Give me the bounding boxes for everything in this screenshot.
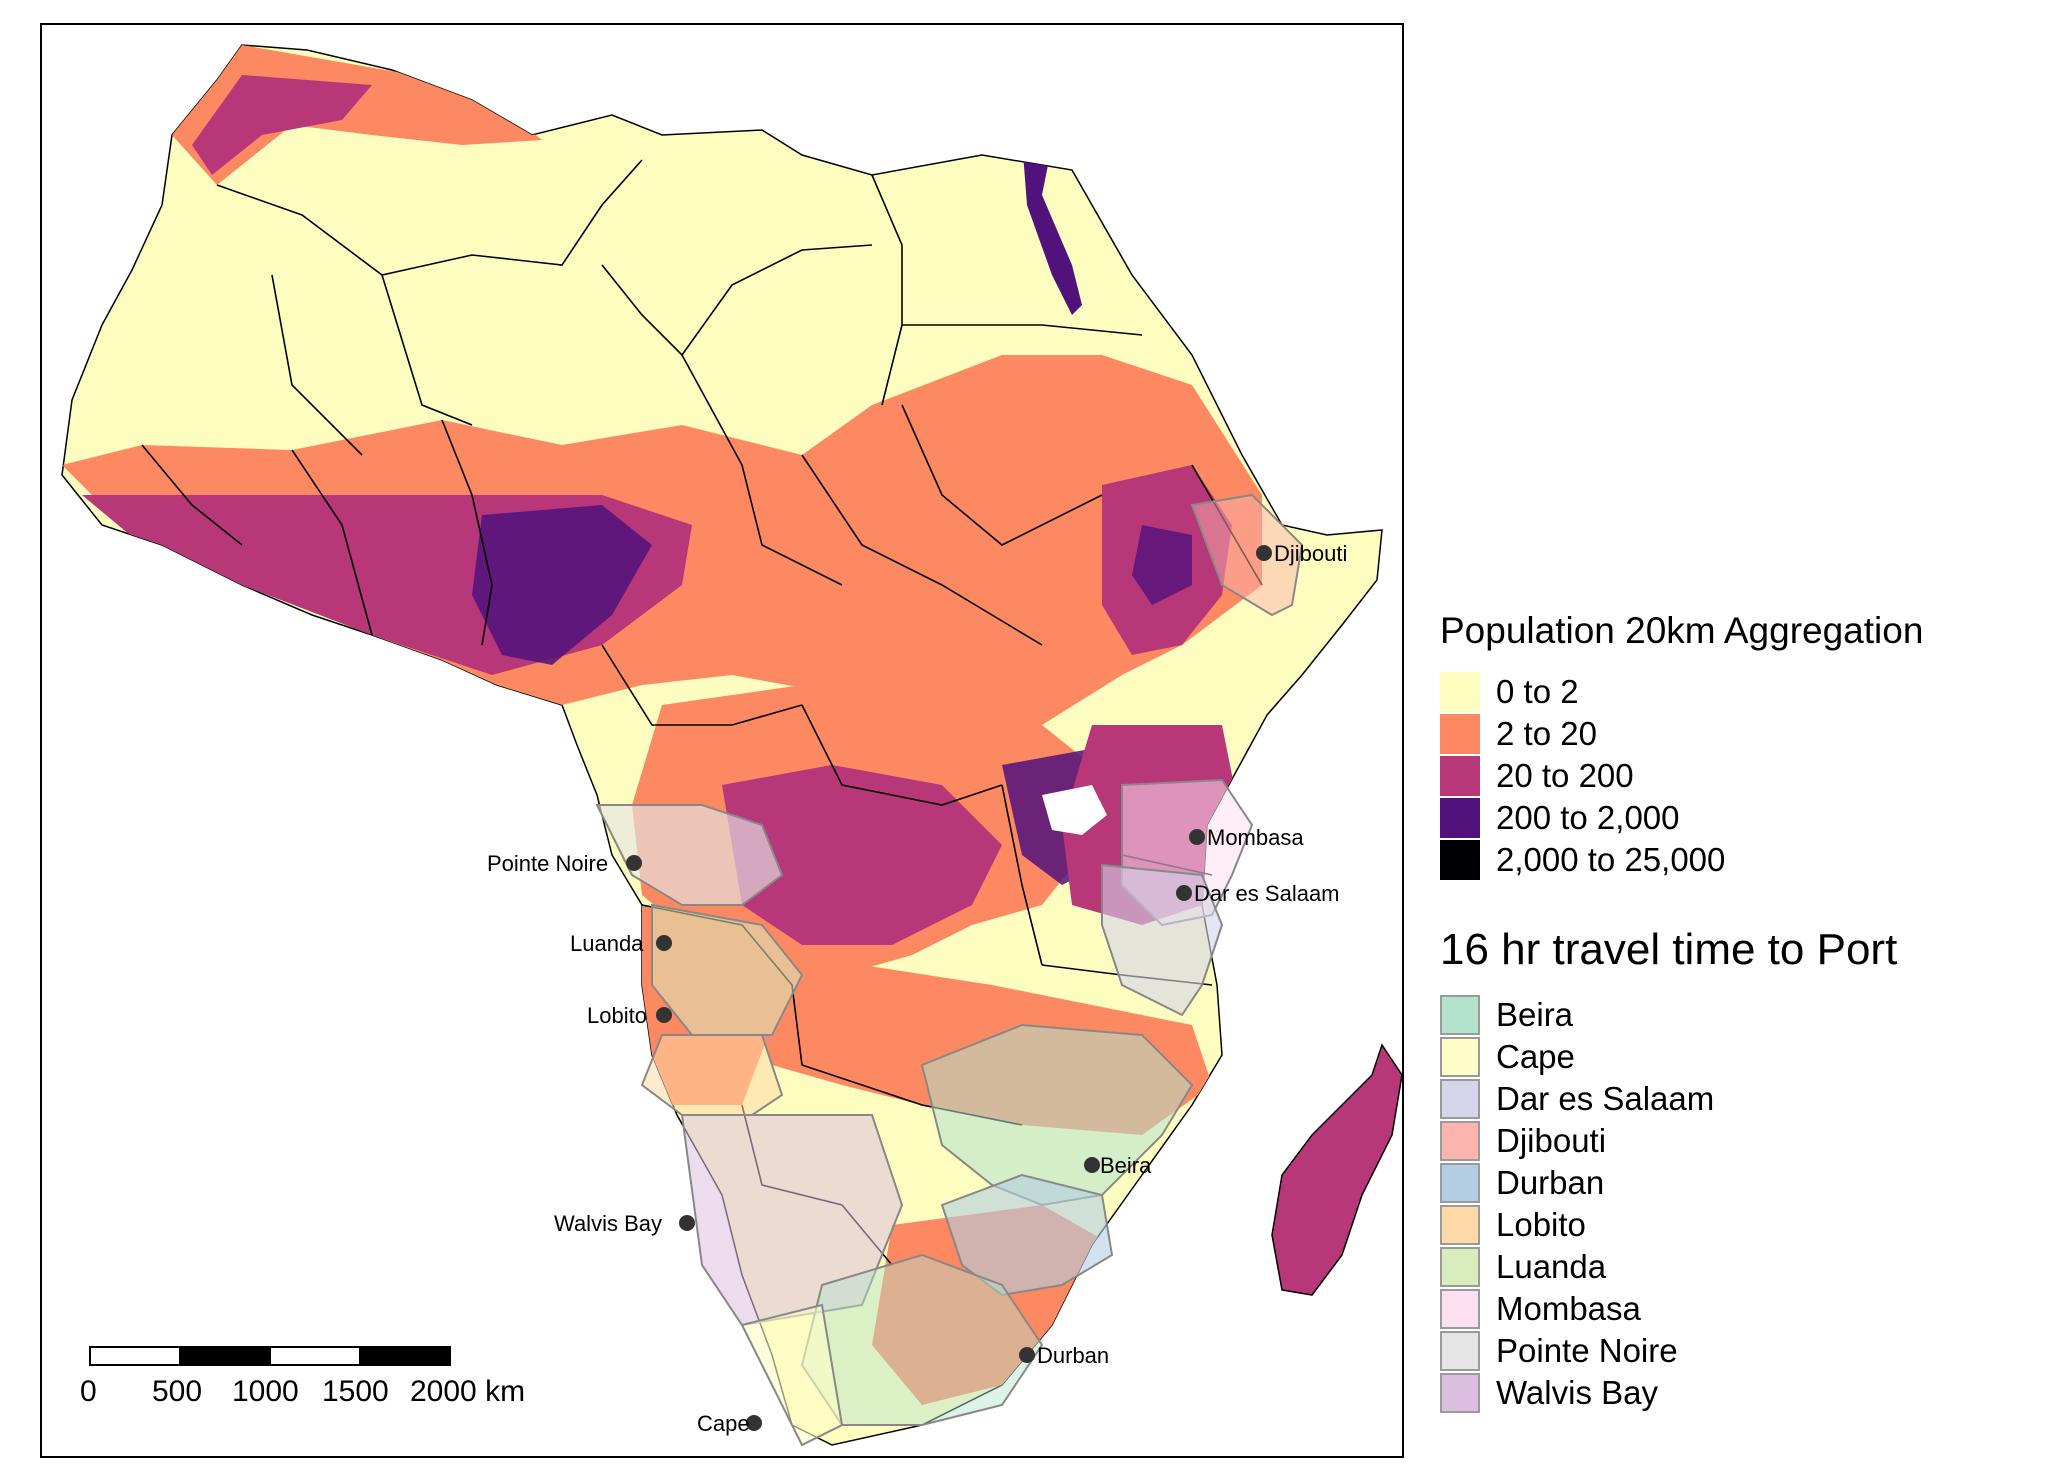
population-legend-item: 200 to 2,000 — [1440, 798, 1680, 838]
port-legend-item: Durban — [1440, 1163, 1604, 1203]
population-legend-label: 0 to 2 — [1496, 673, 1579, 710]
population-legend-label: 20 to 200 — [1496, 757, 1634, 794]
port-legend-label: Luanda — [1496, 1248, 1607, 1285]
port-legend-label: Pointe Noire — [1496, 1332, 1678, 1369]
port-label-mombasa: Mombasa — [1207, 825, 1304, 850]
catchment-durban — [940, 1173, 1114, 1297]
scale-tick-2000: 2000 km — [410, 1375, 525, 1408]
port-legend-title: 16 hr travel time to Port — [1440, 925, 1898, 974]
catchment-pointe-noire — [595, 804, 784, 906]
population-legend-title: Population 20km Aggregation — [1440, 610, 1924, 651]
port-legend-label: Djibouti — [1496, 1122, 1607, 1159]
population-legend-item: 2,000 to 25,000 — [1440, 840, 1725, 880]
port-label-djibouti: Djibouti — [1274, 541, 1347, 566]
scale-tick-1000: 1000 — [232, 1375, 299, 1408]
port-swatch — [1440, 1289, 1480, 1329]
population-swatch — [1440, 798, 1480, 838]
port-legend-item: Djibouti — [1440, 1121, 1606, 1161]
density-ethiopia-core — [1132, 525, 1192, 605]
catchment-luanda — [651, 903, 804, 1036]
lake-victoria — [1042, 785, 1107, 835]
port-markers — [626, 545, 1272, 1431]
port-marker-durban[interactable] — [1019, 1347, 1035, 1363]
port-legend-item: Walvis Bay — [1440, 1373, 1658, 1413]
port-swatch — [1440, 1247, 1480, 1287]
port-legend-items: Beira Cape Dar es Salaam Djibouti Durban… — [1440, 995, 1897, 1425]
port-swatch — [1440, 1331, 1480, 1371]
port-label-durban: Durban — [1037, 1343, 1109, 1368]
port-swatch — [1440, 1079, 1480, 1119]
population-legend-items: 0 to 2 2 to 20 20 to 200 200 to 2,000 2,… — [1440, 672, 1923, 882]
catchment-lobito — [640, 1034, 784, 1116]
port-catchments — [595, 493, 1304, 1447]
scale-tick-1500: 1500 — [322, 1375, 389, 1408]
scale-tick-0: 0 — [80, 1375, 97, 1408]
population-legend: Population 20km Aggregation 0 to 2 2 to … — [1440, 610, 1923, 882]
port-legend-item: Mombasa — [1440, 1289, 1641, 1329]
population-legend-label: 200 to 2,000 — [1496, 799, 1680, 836]
port-marker-mombasa[interactable] — [1189, 829, 1205, 845]
port-marker-cape[interactable] — [746, 1415, 762, 1431]
population-legend-label: 2 to 20 — [1496, 715, 1597, 752]
port-label-cape: Cape — [697, 1411, 750, 1436]
port-legend-item: Lobito — [1440, 1205, 1586, 1245]
density-nile — [1022, 130, 1082, 315]
port-legend-label: Cape — [1496, 1038, 1575, 1075]
density-congo — [722, 765, 1002, 945]
port-legend-item: Cape — [1440, 1037, 1575, 1077]
port-swatch — [1440, 1121, 1480, 1161]
port-legend: 16 hr travel time to Port Beira Cape Dar… — [1440, 925, 1897, 1425]
port-marker-luanda[interactable] — [656, 935, 672, 951]
port-legend-item: Luanda — [1440, 1247, 1606, 1287]
port-swatch — [1440, 1373, 1480, 1413]
port-marker-dar-es-salaam[interactable] — [1176, 885, 1192, 901]
scale-bar: 0 500 1000 1500 2000 km — [80, 1346, 525, 1408]
density-nigeria-core — [472, 505, 652, 665]
port-marker-walvis-bay[interactable] — [679, 1215, 695, 1231]
port-swatch — [1440, 1163, 1480, 1203]
port-label-lobito: Lobito — [587, 1003, 647, 1028]
catchment-walvis-bay — [680, 1114, 904, 1327]
port-swatch — [1440, 995, 1480, 1035]
catchment-cape-west — [740, 1303, 844, 1447]
port-swatch — [1440, 1205, 1480, 1245]
catchment-beira — [920, 1023, 1194, 1207]
port-labels: Djibouti Mombasa Dar es Salaam Pointe No… — [487, 541, 1347, 1436]
port-legend-label: Dar es Salaam — [1496, 1080, 1715, 1117]
port-legend-label: Walvis Bay — [1496, 1374, 1658, 1411]
port-legend-item: Dar es Salaam — [1440, 1079, 1714, 1119]
port-legend-label: Mombasa — [1496, 1290, 1641, 1327]
map-panel[interactable]: Djibouti Mombasa Dar es Salaam Pointe No… — [40, 23, 1404, 1458]
population-legend-label: 2,000 to 25,000 — [1496, 841, 1726, 878]
port-legend-item: Pointe Noire — [1440, 1331, 1678, 1371]
population-swatch — [1440, 840, 1480, 880]
population-legend-item: 20 to 200 — [1440, 756, 1634, 796]
port-legend-label: Lobito — [1496, 1206, 1586, 1243]
port-label-luanda: Luanda — [570, 931, 644, 956]
catchment-djibouti — [1190, 493, 1304, 617]
port-marker-beira[interactable] — [1084, 1157, 1100, 1173]
scale-tick-500: 500 — [152, 1375, 202, 1408]
population-swatch — [1440, 714, 1480, 754]
port-swatch — [1440, 1037, 1480, 1077]
port-legend-item: Beira — [1440, 995, 1573, 1035]
port-marker-djibouti[interactable] — [1256, 545, 1272, 561]
port-marker-pointe-noire[interactable] — [626, 855, 642, 871]
port-marker-lobito[interactable] — [656, 1007, 672, 1023]
catchment-dar-es-salaam — [1101, 863, 1224, 1017]
port-label-pointe-noire: Pointe Noire — [487, 851, 608, 876]
port-label-beira: Beira — [1100, 1153, 1152, 1178]
port-label-walvis-bay: Walvis Bay — [554, 1211, 662, 1236]
port-legend-label: Beira — [1496, 996, 1574, 1033]
population-swatch — [1440, 756, 1480, 796]
madagascar-island — [1271, 1043, 1402, 1296]
port-label-dar-es-salaam: Dar es Salaam — [1194, 881, 1340, 906]
africa-map[interactable]: Djibouti Mombasa Dar es Salaam Pointe No… — [42, 25, 1404, 1458]
population-density-layer — [62, 45, 1262, 1405]
density-maghreb — [192, 75, 372, 175]
population-swatch — [1440, 672, 1480, 712]
population-legend-item: 2 to 20 — [1440, 714, 1597, 754]
population-legend-item: 0 to 2 — [1440, 672, 1579, 712]
port-legend-label: Durban — [1496, 1164, 1605, 1201]
